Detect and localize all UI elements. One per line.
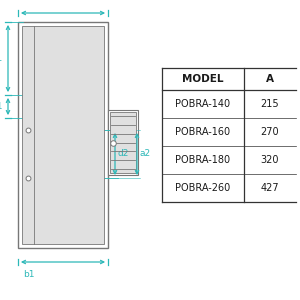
Text: MODEL: MODEL [182,74,224,84]
Text: a2: a2 [140,149,151,158]
Bar [108,110,138,175]
Text: POBRA-180: POBRA-180 [176,155,231,165]
Text: b1: b1 [23,270,34,279]
Text: 320: 320 [261,155,279,165]
Text: 215: 215 [261,99,279,109]
Text: POBRA-160: POBRA-160 [176,127,231,137]
Bar [22,26,104,244]
Text: 427: 427 [261,183,279,193]
Text: POBRA-140: POBRA-140 [176,99,231,109]
Text: d1: d1 [0,102,3,111]
Text: 270: 270 [261,127,279,137]
Text: d2: d2 [118,149,129,158]
Bar [110,112,136,173]
Text: POBRA-260: POBRA-260 [176,183,231,193]
Bar [18,22,108,248]
Text: a1: a1 [0,54,3,63]
Text: A: A [266,74,274,84]
